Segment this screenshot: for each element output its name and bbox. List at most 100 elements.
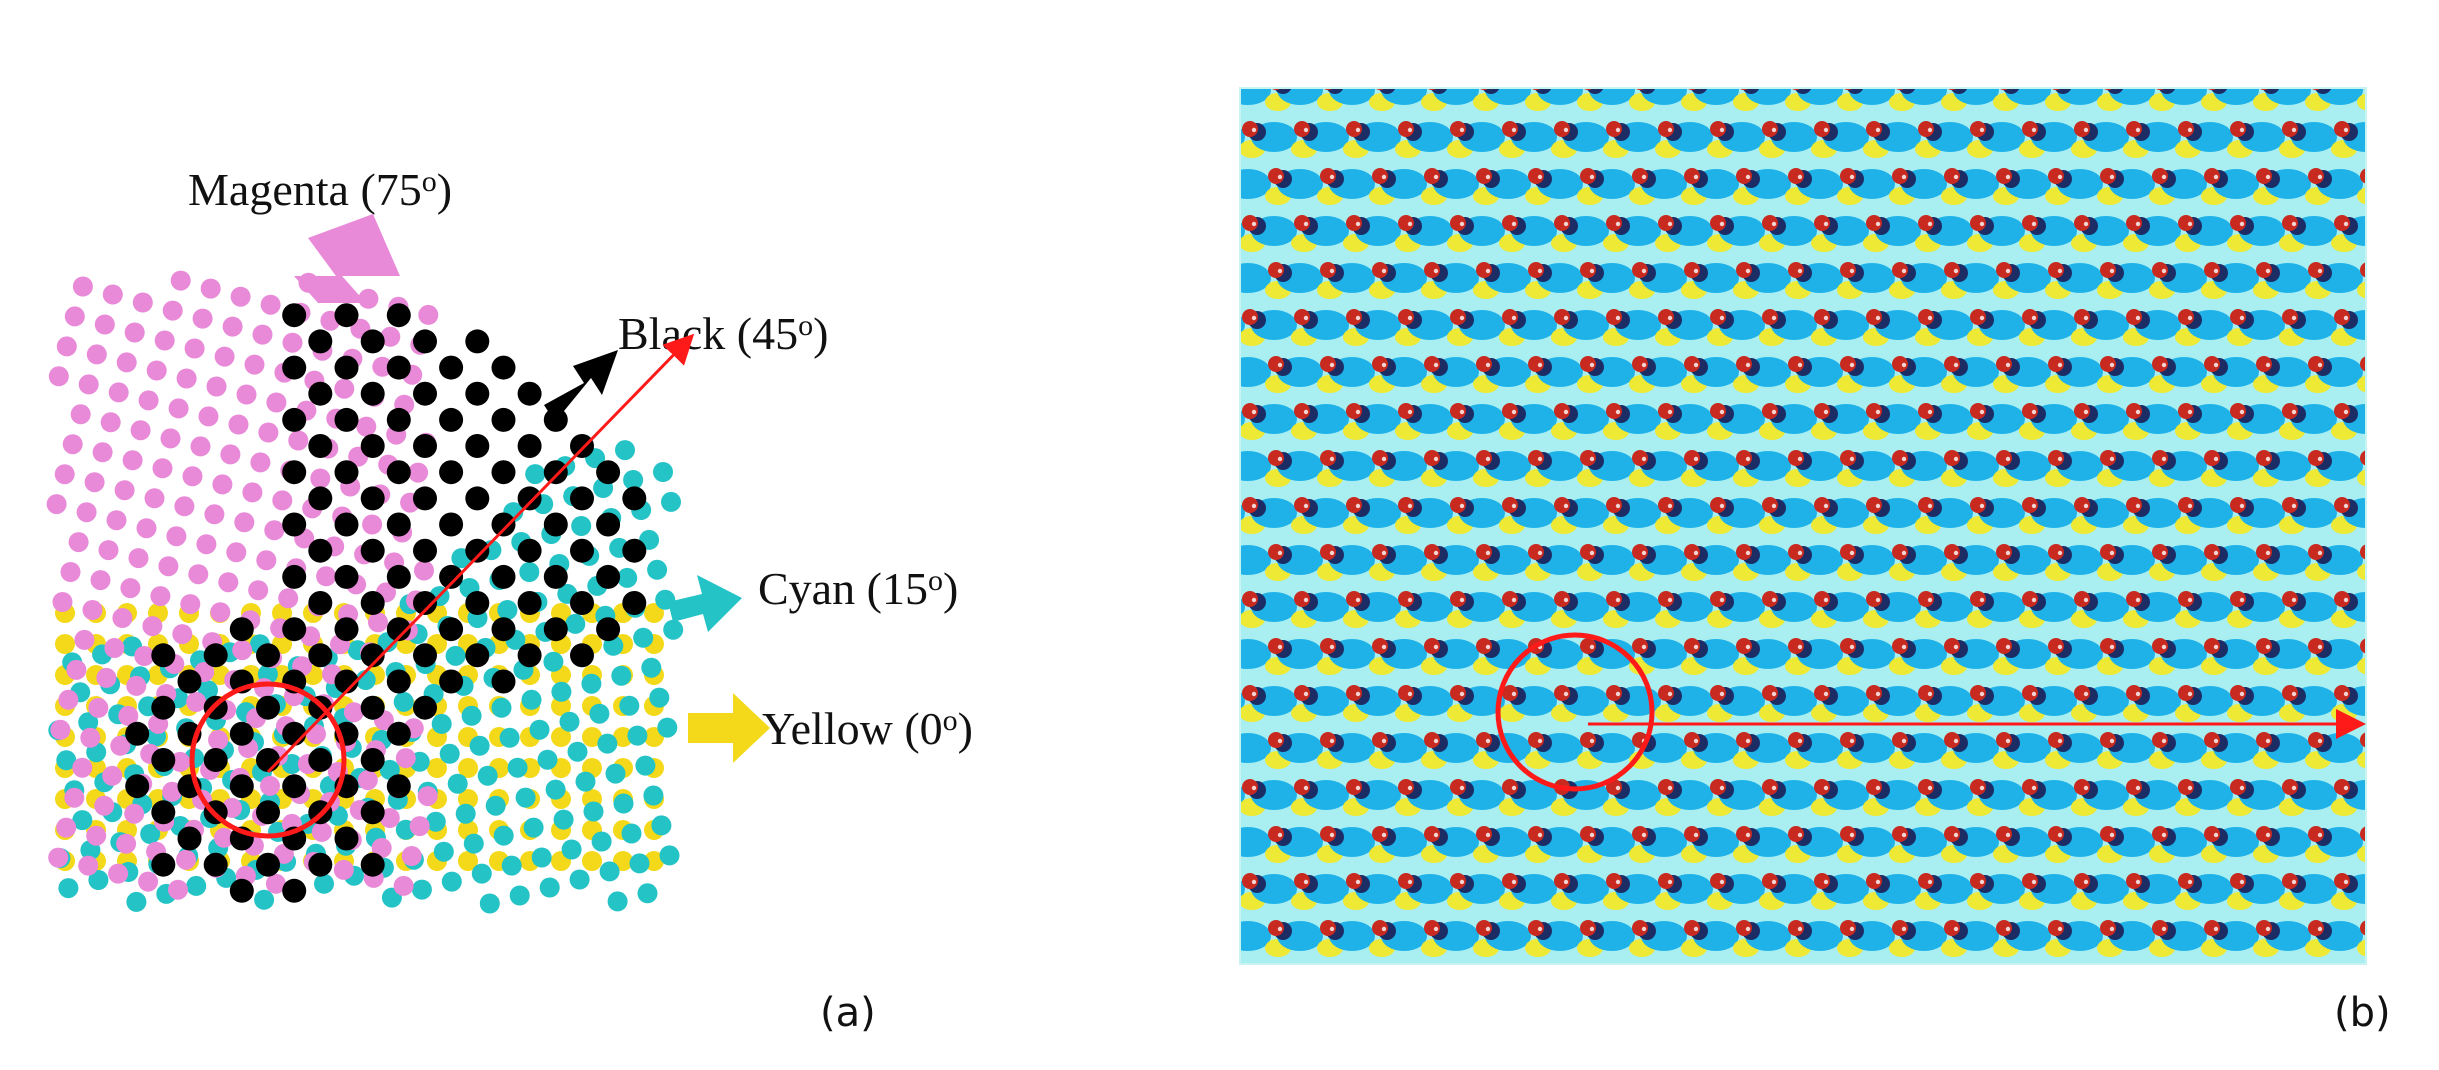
- magenta-print-dot: [1346, 27, 1362, 43]
- print-highlight: [2317, 926, 2323, 932]
- magenta-print-dot: [2048, 356, 2064, 372]
- cyan-halftone-dot: [515, 787, 536, 808]
- magenta-halftone-dot: [166, 526, 187, 547]
- magenta-print-dot: [1216, 920, 1232, 936]
- cyan-print-dot: [1667, 968, 1713, 998]
- print-highlight: [1641, 832, 1647, 838]
- black-halftone-dot: [360, 748, 385, 772]
- magenta-print-dot: [1970, 497, 1986, 513]
- cyan-halftone-dot: [591, 831, 612, 852]
- magenta-print-dot: [2152, 1014, 2168, 1030]
- cyan-halftone-dot: [537, 749, 558, 770]
- magenta-print-dot: [1814, 685, 1830, 701]
- print-highlight: [1330, 1021, 1334, 1025]
- cyan-print-dot: [1240, 639, 1271, 669]
- print-highlight: [1954, 81, 1958, 85]
- magenta-halftone-dot: [356, 416, 377, 437]
- magenta-halftone-dot: [220, 444, 241, 465]
- magenta-print-dot: [1450, 121, 1466, 137]
- black-halftone-dot: [543, 460, 568, 485]
- magenta-print-dot: [1840, 1014, 1856, 1030]
- magenta-print-dot: [1242, 873, 1258, 889]
- magenta-print-dot: [2204, 356, 2220, 372]
- magenta-print-dot: [1866, 779, 1882, 795]
- printed-halftone-dots: [1170, 27, 2436, 1051]
- cyan-print-dot: [1433, 1015, 1479, 1045]
- print-highlight: [1771, 127, 1777, 133]
- cyan-print-dot: [1459, 968, 1505, 998]
- cyan-print-dot: [1240, 357, 1271, 387]
- black-halftone-dot: [229, 774, 254, 799]
- magenta-print-dot: [1190, 967, 1206, 983]
- magenta-print-dot: [2308, 732, 2324, 748]
- dark-print-dot: [2392, 875, 2410, 893]
- print-highlight: [2109, 362, 2115, 368]
- magenta-halftone-dot: [401, 846, 422, 866]
- print-highlight: [2006, 81, 2010, 85]
- cyan-halftone-dot: [509, 885, 530, 906]
- print-highlight: [2135, 597, 2141, 603]
- dark-print-dot: [1170, 828, 1188, 846]
- cyan-print-dot: [2083, 28, 2129, 58]
- print-highlight: [2058, 1021, 2062, 1025]
- print-highlight: [1589, 926, 1595, 932]
- print-highlight: [2317, 832, 2323, 838]
- cyan-print-dot: [1173, 733, 1219, 763]
- magenta-print-dot: [1632, 544, 1648, 560]
- yellow-print-dot: [1395, 986, 1421, 1004]
- print-highlight: [2317, 362, 2323, 368]
- magenta-print-dot: [1840, 450, 1856, 466]
- black-halftone-dot: [386, 512, 411, 537]
- magenta-halftone-dot: [92, 442, 113, 463]
- print-highlight: [1849, 362, 1855, 368]
- dark-print-dot: [2418, 922, 2436, 940]
- print-highlight: [1823, 879, 1829, 885]
- magenta-print-dot: [1398, 967, 1414, 983]
- dark-print-dot: [1222, 734, 1240, 752]
- magenta-print-dot: [1606, 121, 1622, 137]
- print-highlight: [2083, 221, 2089, 227]
- print-highlight: [2213, 268, 2219, 274]
- magenta-halftone-dot: [182, 466, 203, 487]
- black-halftone-dot: [439, 512, 464, 537]
- print-highlight: [1693, 362, 1699, 368]
- black-halftone-dot: [517, 643, 542, 668]
- magenta-print-dot: [2386, 591, 2402, 607]
- cyan-halftone-dot: [521, 689, 542, 710]
- print-highlight: [2370, 833, 2374, 837]
- magenta-print-dot: [2334, 591, 2350, 607]
- magenta-print-dot: [1216, 638, 1232, 654]
- yellow-print-dot: [1603, 46, 1629, 64]
- magenta-print-dot: [1216, 356, 1232, 372]
- cyan-print-dot: [2005, 88, 2051, 105]
- magenta-halftone-dot: [310, 468, 331, 489]
- dark-print-dot: [2002, 88, 2020, 94]
- print-highlight: [2266, 81, 2270, 85]
- print-highlight: [2109, 644, 2115, 650]
- magenta-halftone-dot: [80, 727, 101, 748]
- yellow-print-dot: [1187, 328, 1213, 346]
- magenta-print-dot: [2308, 826, 2324, 842]
- magenta-halftone-dot: [333, 859, 354, 880]
- dark-print-dot: [2418, 1016, 2436, 1034]
- print-highlight: [2135, 691, 2141, 697]
- magenta-halftone-dot: [96, 667, 117, 688]
- print-highlight: [1226, 645, 1230, 649]
- black-halftone-dot: [151, 643, 176, 668]
- magenta-print-dot: [1944, 544, 1960, 560]
- yellow-print-dot: [2201, 1033, 2227, 1051]
- black-halftone-dot: [334, 617, 359, 642]
- magenta-print-dot: [2100, 732, 2116, 748]
- print-highlight: [1615, 785, 1621, 791]
- photo-rosette-highlight-circle: [1495, 632, 1655, 792]
- magenta-print-dot: [1320, 544, 1336, 560]
- magenta-print-dot: [2412, 544, 2428, 560]
- magenta-print-dot: [1268, 920, 1284, 936]
- magenta-halftone-dot: [214, 827, 234, 848]
- magenta-halftone-dot: [316, 566, 337, 587]
- magenta-halftone-dot: [395, 748, 416, 769]
- cyan-print-dot: [1641, 88, 1687, 105]
- print-highlight: [2370, 175, 2374, 179]
- print-highlight: [1381, 738, 1387, 744]
- magenta-print-dot: [1736, 356, 1752, 372]
